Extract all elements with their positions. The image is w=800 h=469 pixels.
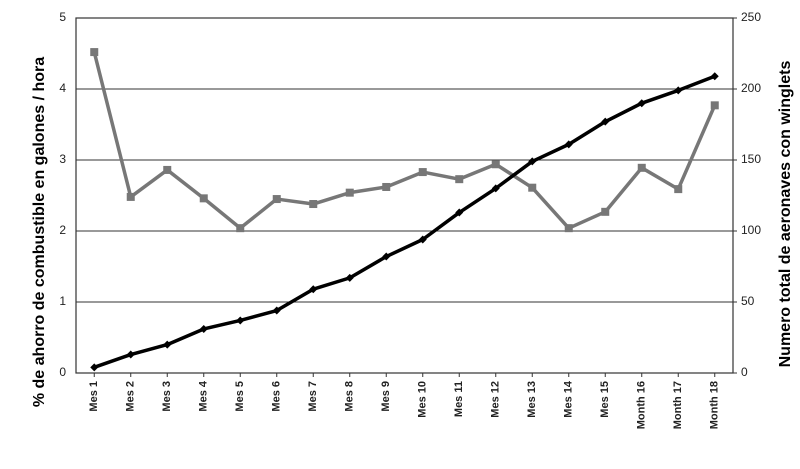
point (272, 306, 281, 315)
x-tick-label: Mes 2 (125, 381, 137, 412)
x-tick-label: Mes 14 (563, 380, 575, 418)
point (637, 99, 646, 108)
point (382, 252, 391, 261)
point (674, 185, 683, 194)
y2-tick-label: 200 (741, 81, 761, 95)
x-tick-label: Mes 13 (526, 381, 538, 418)
point (163, 165, 172, 174)
x-tick-label: Mes 5 (234, 381, 246, 412)
point (199, 194, 208, 203)
x-tick-label: Mes 15 (599, 381, 611, 418)
y2-tick-label: 250 (741, 10, 761, 24)
x-tick-label: Month 16 (636, 381, 648, 429)
point (455, 208, 464, 217)
point (126, 350, 135, 359)
point (90, 48, 99, 57)
x-tick-label: Mes 12 (490, 381, 502, 418)
y-tick-label: 0 (59, 365, 66, 379)
point (564, 140, 573, 149)
point (418, 235, 427, 244)
x-tick-label: Mes 7 (307, 381, 319, 412)
point (637, 163, 646, 172)
x-tick-label: Mes 3 (161, 381, 173, 412)
x-tick-label: Month 17 (672, 381, 684, 429)
point (345, 273, 354, 282)
point (309, 200, 318, 209)
point (309, 285, 318, 294)
point (163, 340, 172, 349)
point (564, 224, 573, 233)
x-tick-label: Mes 4 (198, 380, 210, 411)
y2-tick-label: 150 (741, 152, 761, 166)
point (455, 175, 464, 184)
y-tick-label: 1 (59, 294, 66, 308)
point (491, 184, 500, 193)
point (528, 157, 537, 166)
y2-tick-label: 50 (741, 294, 755, 308)
point (272, 195, 281, 204)
series-line (93, 74, 716, 369)
y-tick-label: 5 (59, 10, 66, 24)
x-tick-label: Mes 6 (271, 381, 283, 412)
x-tick-label: Mes 11 (453, 381, 465, 417)
point (345, 188, 354, 197)
x-tick-label: Month 18 (709, 381, 721, 429)
plot-frame (75, 17, 734, 374)
point (491, 160, 500, 169)
y2-tick-label: 100 (741, 223, 761, 237)
point (382, 182, 391, 191)
point (710, 72, 719, 81)
y-tick-label: 3 (59, 152, 66, 166)
point (90, 363, 99, 372)
y-axis-title: % de ahorro de combustible en galones / … (31, 57, 48, 407)
x-tick-label: Mes 10 (417, 381, 429, 418)
point (601, 207, 610, 216)
x-tick-label: Mes 8 (344, 381, 356, 412)
point (126, 192, 135, 201)
point (418, 168, 427, 177)
y-tick-label: 2 (59, 223, 66, 237)
point (528, 183, 537, 192)
point (236, 224, 245, 233)
x-tick-label: Mes 1 (88, 381, 100, 412)
series-line (92, 51, 717, 230)
y2-tick-label: 0 (741, 365, 748, 379)
point (601, 117, 610, 126)
y-tick-label: 4 (59, 81, 66, 95)
point (674, 86, 683, 95)
point (199, 324, 208, 333)
point (236, 316, 245, 325)
point (710, 101, 719, 110)
y2-axis-title: Numero total de aeronaves con winglets (777, 61, 794, 368)
x-tick-label: Mes 9 (380, 381, 392, 412)
